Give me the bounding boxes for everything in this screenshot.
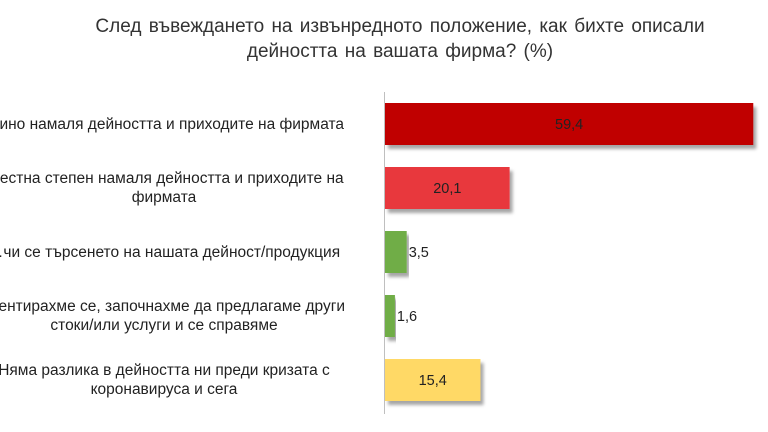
category-label-2: …чи се търсенето на нашата дейност/проду… xyxy=(0,243,374,262)
chart-title-line-1: След въвеждането на извънредното положен… xyxy=(95,16,705,37)
category-label-2-line-0: …чи се търсенето на нашата дейност/проду… xyxy=(0,243,341,261)
bar-2 xyxy=(385,231,407,273)
category-label-4: Няма разлика в дейността ни преди кризат… xyxy=(0,361,374,399)
bar-value-label-4: 15,4 xyxy=(419,373,447,389)
bar-value-label-2: 3,5 xyxy=(409,245,429,261)
category-label-0-line-0: …ино намаля дейността и приходите на фир… xyxy=(0,115,345,133)
bar-value-label-3: 1,6 xyxy=(397,309,417,325)
chart-title: След въвеждането на извънредното положен… xyxy=(40,14,760,64)
bar-4 xyxy=(385,359,481,401)
bar-0 xyxy=(385,103,754,145)
category-label-1-line-0: …естна степен намаля дейността и приходи… xyxy=(0,170,344,187)
category-label-3-line-0: …ентирахме се, започнахме да предлагаме … xyxy=(0,298,346,315)
category-label-0: …ино намаля дейността и приходите на фир… xyxy=(0,115,374,134)
category-label-4-line-1: коронавируса и сега xyxy=(90,381,238,398)
category-label-3-line-1: стоки/или услуги и се справяме xyxy=(50,317,278,334)
category-label-1-line-1: фирмата xyxy=(131,189,197,206)
bar-value-label-0: 59,4 xyxy=(555,117,583,133)
category-label-1: …естна степен намаля дейността и приходи… xyxy=(0,169,374,207)
chart-title-line-2: дейността на вашата фирма? (%) xyxy=(246,41,554,62)
category-label-4-line-0: Няма разлика в дейността ни преди кризат… xyxy=(0,362,330,379)
category-label-3: …ентирахме се, започнахме да предлагаме … xyxy=(0,297,374,335)
bar-1 xyxy=(385,167,510,209)
bar-value-label-1: 20,1 xyxy=(433,181,461,197)
bar-3 xyxy=(385,295,395,337)
